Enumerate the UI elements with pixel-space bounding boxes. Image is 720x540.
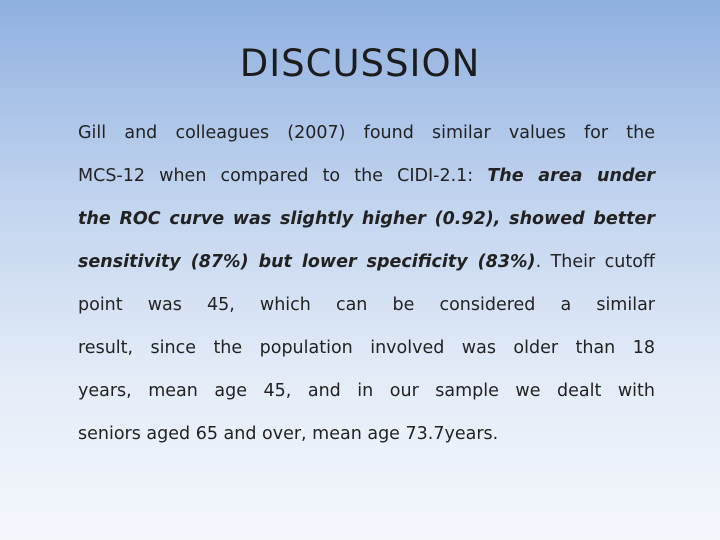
text-run: result, since the population involved wa… (78, 338, 655, 358)
text-line: the ROC curve was slightly higher (0.92)… (78, 204, 655, 247)
text-line: point was 45, which can be considered a … (78, 290, 655, 333)
text-run: Gill and colleagues (2007) found similar… (78, 123, 655, 143)
emphasis-text: The area under (487, 166, 656, 186)
emphasis-text: the ROC curve was slightly higher (0.92)… (78, 209, 655, 229)
text-line: seniors aged 65 and over, mean age 73.7y… (78, 419, 655, 462)
text-run: years, mean age 45, and in our sample we… (78, 381, 655, 401)
text-line: years, mean age 45, and in our sample we… (78, 376, 655, 419)
text-line: Gill and colleagues (2007) found similar… (78, 118, 655, 161)
text-run: point was 45, which can be considered a … (78, 295, 655, 315)
text-line: sensitivity (87%) but lower specificity … (78, 247, 655, 290)
text-line: MCS-12 when compared to the CIDI-2.1: Th… (78, 161, 655, 204)
text-run: seniors aged 65 and over, mean age 73.7y… (78, 424, 499, 444)
emphasis-text: sensitivity (87%) but lower specificity … (78, 252, 536, 272)
text-run: . Their cutoff (535, 252, 655, 272)
text-line: result, since the population involved wa… (78, 333, 655, 376)
slide-title: DISCUSSION (239, 42, 481, 85)
text-run: MCS-12 when compared to the CIDI-2.1: (78, 166, 488, 186)
body-text: Gill and colleagues (2007) found similar… (78, 118, 655, 462)
